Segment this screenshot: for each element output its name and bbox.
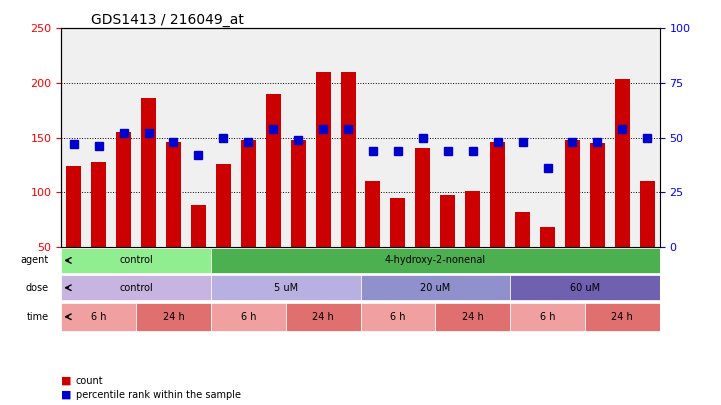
Bar bbox=[340, 72, 355, 247]
Bar bbox=[141, 98, 156, 247]
Bar bbox=[241, 140, 256, 247]
Text: 60 uM: 60 uM bbox=[570, 283, 600, 293]
Text: 20 uM: 20 uM bbox=[420, 283, 451, 293]
Bar bbox=[191, 205, 206, 247]
FancyBboxPatch shape bbox=[61, 303, 136, 330]
Bar bbox=[91, 162, 106, 247]
Bar bbox=[216, 164, 231, 247]
FancyBboxPatch shape bbox=[510, 303, 585, 330]
Text: count: count bbox=[76, 376, 103, 386]
Bar bbox=[116, 132, 131, 247]
Text: 24 h: 24 h bbox=[462, 312, 484, 322]
Bar bbox=[391, 198, 405, 247]
Bar bbox=[490, 142, 505, 247]
Bar bbox=[565, 140, 580, 247]
Bar bbox=[316, 72, 330, 247]
Bar bbox=[640, 181, 655, 247]
Bar bbox=[166, 142, 181, 247]
FancyBboxPatch shape bbox=[510, 275, 660, 300]
FancyBboxPatch shape bbox=[61, 275, 211, 300]
FancyBboxPatch shape bbox=[286, 303, 360, 330]
Text: 6 h: 6 h bbox=[91, 312, 107, 322]
Bar bbox=[540, 227, 555, 247]
Text: 4-hydroxy-2-nonenal: 4-hydroxy-2-nonenal bbox=[385, 256, 486, 265]
Text: 24 h: 24 h bbox=[312, 312, 334, 322]
FancyBboxPatch shape bbox=[585, 303, 660, 330]
Text: agent: agent bbox=[21, 256, 49, 265]
Bar bbox=[515, 212, 530, 247]
FancyBboxPatch shape bbox=[435, 303, 510, 330]
Text: ■: ■ bbox=[61, 376, 72, 386]
Text: 24 h: 24 h bbox=[163, 312, 185, 322]
Text: 6 h: 6 h bbox=[390, 312, 406, 322]
Bar bbox=[590, 143, 605, 247]
Bar bbox=[266, 94, 280, 247]
Text: control: control bbox=[119, 283, 153, 293]
Bar bbox=[366, 181, 381, 247]
Text: 6 h: 6 h bbox=[241, 312, 256, 322]
Bar bbox=[441, 196, 455, 247]
Text: ■: ■ bbox=[61, 390, 72, 400]
Text: GDS1413 / 216049_at: GDS1413 / 216049_at bbox=[91, 13, 244, 27]
FancyBboxPatch shape bbox=[360, 275, 510, 300]
Bar bbox=[66, 166, 81, 247]
Bar bbox=[415, 149, 430, 247]
FancyBboxPatch shape bbox=[136, 303, 211, 330]
FancyBboxPatch shape bbox=[360, 303, 435, 330]
Text: percentile rank within the sample: percentile rank within the sample bbox=[76, 390, 241, 400]
Text: 6 h: 6 h bbox=[540, 312, 555, 322]
Text: 5 uM: 5 uM bbox=[274, 283, 298, 293]
Text: control: control bbox=[119, 256, 153, 265]
FancyBboxPatch shape bbox=[211, 275, 360, 300]
FancyBboxPatch shape bbox=[211, 303, 286, 330]
Text: dose: dose bbox=[26, 283, 49, 293]
Text: time: time bbox=[27, 312, 49, 322]
Bar bbox=[465, 191, 480, 247]
Text: 24 h: 24 h bbox=[611, 312, 633, 322]
Bar bbox=[291, 140, 306, 247]
FancyBboxPatch shape bbox=[211, 248, 660, 273]
Bar bbox=[615, 79, 630, 247]
FancyBboxPatch shape bbox=[61, 248, 211, 273]
